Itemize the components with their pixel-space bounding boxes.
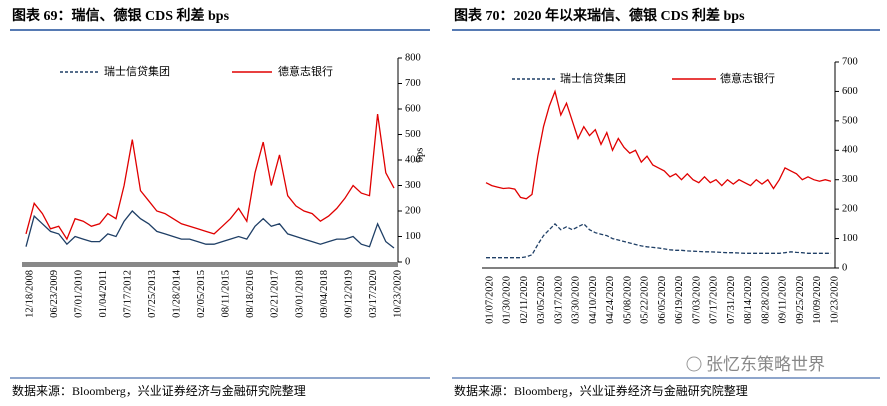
series-line [486,222,831,259]
x-tick-label: 09/12/2019 [343,270,354,318]
legend-label: 德意志银行 [720,71,775,85]
x-tick-label: 10/23/2020 [392,270,403,318]
series-line [25,210,395,249]
x-tick-label: 06/19/2020 [674,276,685,324]
x-tick-label: 07/17/2012 [123,270,134,318]
x-tick-label: 03/17/2020 [553,276,564,324]
x-tick-label: 05/22/2020 [640,276,651,324]
x-tick-label: 09/11/2020 [778,276,789,323]
x-tick-label: 01/07/2020 [484,276,495,324]
y-tick-label: 0 [842,262,847,273]
x-tick-label: 01/28/2014 [172,269,183,318]
legend-label: 瑞士信贷集团 [560,71,626,85]
x-tick-label: 04/10/2020 [588,276,599,324]
y-tick-label: 500 [405,129,421,140]
watermark: 张忆东策略世界 [706,355,825,375]
x-tick-label: 02/11/2020 [519,276,530,323]
x-tick-label: 09/25/2020 [795,276,806,324]
watermark-icon [686,356,702,372]
x-tick-label: 09/04/2018 [319,270,330,318]
x-tick-label: 02/21/2017 [270,270,281,318]
source: 数据来源：Bloomberg，兴业证券经济与金融研究院整理 [12,383,306,398]
y-tick-label: 400 [842,145,858,156]
x-tick-label: 08/18/2016 [245,270,256,318]
x-tick-label: 06/23/2009 [49,270,60,318]
x-tick-label: 07/01/2010 [73,270,84,318]
y-tick-label: 200 [405,205,421,216]
x-axis [22,262,398,267]
y-tick-label: 600 [405,103,421,114]
x-tick-label: 03/17/2020 [368,270,379,318]
y-tick-label: 600 [842,86,858,97]
y-tick-label: 700 [405,78,421,89]
x-tick-label: 10/09/2020 [812,276,823,324]
y-tick-label: 700 [842,56,858,67]
y-tick-label: 300 [405,180,421,191]
legend-label: 瑞士信贷集团 [104,64,170,78]
series-line [485,89,832,200]
x-tick-label: 03/05/2020 [536,276,547,324]
x-tick-label: 10/23/2020 [829,276,840,324]
source: 数据来源：Bloomberg，兴业证券经济与金融研究院整理 [454,383,748,398]
x-tick-label: 05/08/2020 [622,276,633,324]
y-tick-label: 400 [405,154,421,165]
y-tick-label: 100 [405,231,421,242]
y-tick-label: 300 [842,174,858,185]
y-tick-label: 0 [405,256,410,267]
chart-title: 图表 70：2020 年以来瑞信、德银 CDS 利差 bps [454,7,745,24]
x-tick-label: 07/25/2013 [147,270,158,318]
x-tick-label: 01/30/2020 [502,276,513,324]
y-tick-label: 200 [842,204,858,215]
x-tick-label: 07/31/2020 [726,276,737,324]
x-tick-label: 02/05/2015 [196,270,207,318]
y-tick-label: 800 [405,52,421,63]
chart-title: 图表 69：瑞信、德银 CDS 利差 bps [12,7,230,24]
x-tick-label: 08/28/2020 [760,276,771,324]
x-tick-label: 03/30/2020 [571,276,582,324]
x-tick-label: 12/18/2008 [24,270,35,318]
series-line [25,114,395,241]
y-axis-label: bps [414,148,425,163]
x-tick-label: 08/14/2020 [743,276,754,324]
x-tick-label: 01/04/2011 [98,270,109,317]
y-tick-label: 500 [842,115,858,126]
x-tick-label: 07/03/2020 [691,276,702,324]
x-tick-label: 03/01/2018 [294,270,305,318]
x-tick-label: 06/05/2020 [657,276,668,324]
x-tick-label: 08/11/2015 [221,270,232,317]
x-tick-label: 07/17/2020 [709,276,720,324]
x-tick-label: 04/24/2020 [605,276,616,324]
legend-label: 德意志银行 [278,64,333,78]
y-tick-label: 100 [842,233,858,244]
